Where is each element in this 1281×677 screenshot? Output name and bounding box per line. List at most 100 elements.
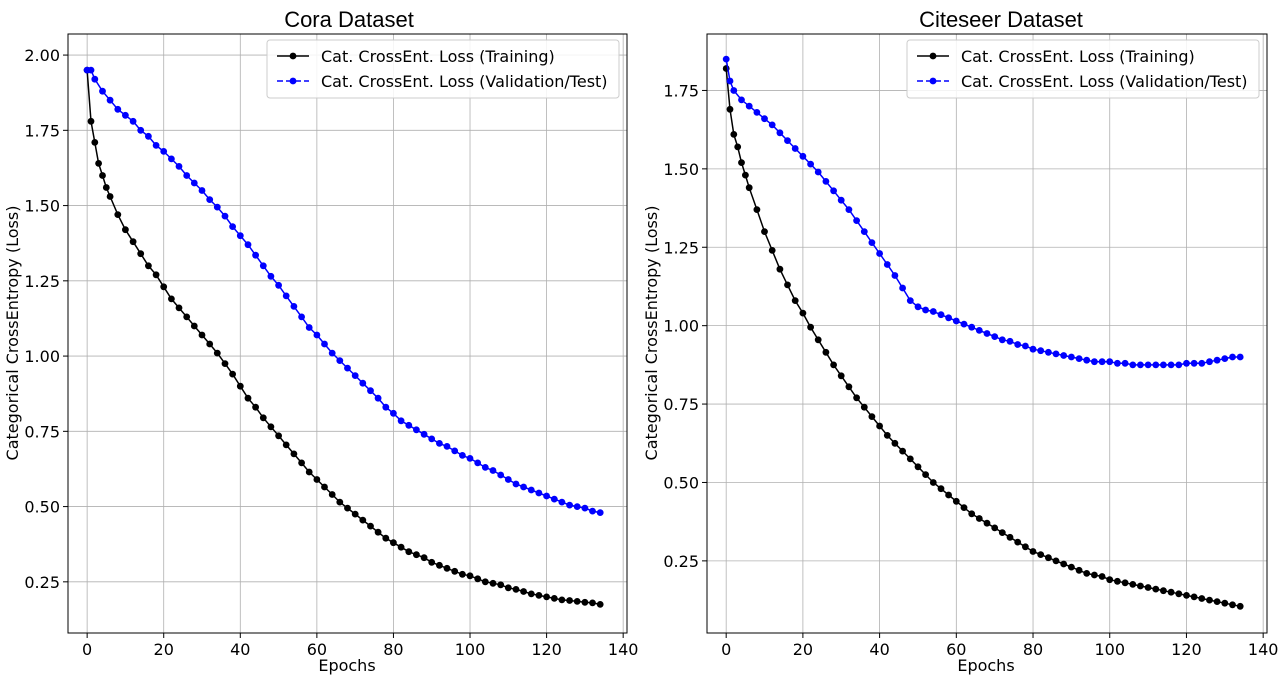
data-point — [937, 311, 945, 319]
x-tick-label: 40 — [230, 640, 250, 659]
data-point — [535, 489, 543, 497]
data-point — [1221, 599, 1229, 607]
data-point — [267, 272, 275, 280]
data-point — [122, 111, 129, 119]
data-point — [229, 370, 237, 378]
data-point — [929, 479, 937, 486]
legend-marker — [289, 77, 297, 85]
data-point — [837, 196, 845, 204]
data-point — [1114, 359, 1121, 367]
data-point — [1206, 596, 1213, 604]
data-point — [1075, 355, 1083, 362]
y-tick-label: 2.00 — [24, 46, 60, 65]
data-point — [1022, 342, 1029, 350]
data-point — [1075, 566, 1083, 574]
data-point — [1045, 348, 1052, 356]
data-point — [152, 271, 160, 279]
data-point — [1190, 593, 1198, 601]
legend: Cat. CrossEnt. Loss (Training) Cat. Cross… — [906, 39, 1260, 99]
data-point — [374, 528, 382, 536]
data-point — [1045, 554, 1052, 562]
data-point — [1213, 356, 1221, 364]
data-point — [814, 168, 822, 176]
data-point — [822, 178, 830, 185]
grid — [68, 34, 627, 633]
data-point — [282, 292, 290, 300]
data-point — [1114, 577, 1121, 585]
data-point — [761, 115, 768, 123]
data-point — [221, 360, 229, 367]
data-point — [87, 117, 95, 125]
data-point — [1206, 358, 1213, 366]
data-point — [137, 126, 145, 134]
data-point — [390, 539, 397, 547]
chart-title: Citeseer Dataset — [919, 7, 1083, 32]
data-point — [459, 570, 466, 578]
data-point — [190, 322, 198, 330]
data-point — [1144, 361, 1152, 369]
data-point — [945, 491, 952, 499]
data-point — [1052, 557, 1060, 565]
data-point — [1167, 361, 1175, 369]
data-point — [359, 516, 367, 524]
data-point — [1152, 585, 1160, 593]
data-point — [336, 357, 344, 364]
data-point — [573, 598, 581, 605]
data-point — [359, 379, 367, 387]
data-point — [1014, 538, 1022, 546]
data-point — [183, 172, 191, 179]
data-point — [168, 155, 175, 163]
x-tick-label: 140 — [1248, 640, 1279, 659]
data-point — [975, 327, 983, 334]
data-point — [1137, 361, 1144, 369]
legend-label: Cat. CrossEnt. Loss (Validation/Test) — [321, 72, 608, 91]
x-tick-label: 120 — [531, 640, 562, 659]
data-point — [213, 349, 221, 357]
series-line — [725, 58, 1241, 366]
data-point — [1106, 358, 1114, 366]
data-point — [791, 145, 799, 152]
data-point — [1098, 358, 1106, 366]
data-point — [420, 554, 428, 562]
y-tick-label: 1.25 — [24, 272, 60, 291]
data-point — [791, 297, 799, 304]
data-point — [275, 432, 282, 440]
data-point — [436, 561, 443, 569]
data-point — [730, 87, 738, 94]
data-point — [413, 426, 420, 434]
data-point — [1236, 353, 1244, 361]
data-point — [799, 152, 807, 160]
data-point — [573, 503, 581, 510]
y-tick-label: 0.75 — [24, 422, 60, 441]
data-point — [960, 504, 968, 511]
data-point — [87, 66, 95, 74]
data-point — [1029, 548, 1037, 555]
plot-frame — [67, 33, 628, 634]
data-point — [305, 324, 313, 331]
data-point — [899, 447, 906, 455]
data-point — [543, 492, 550, 500]
data-point — [190, 179, 198, 187]
data-point — [768, 121, 776, 129]
data-point — [428, 558, 436, 566]
x-tick-label: 0 — [82, 640, 92, 659]
data-point — [1014, 341, 1022, 348]
data-point — [198, 331, 206, 339]
data-point — [497, 581, 505, 589]
data-point — [344, 364, 351, 372]
data-point — [1129, 581, 1137, 588]
data-point — [883, 261, 891, 268]
data-point — [1190, 359, 1198, 367]
data-point — [1221, 355, 1229, 362]
data-point — [1098, 573, 1106, 580]
data-point — [1129, 361, 1137, 369]
data-point — [206, 340, 214, 348]
data-point — [129, 238, 137, 246]
x-tick-label: 120 — [1171, 640, 1202, 659]
data-point — [784, 281, 791, 289]
data-point — [267, 423, 275, 431]
data-point — [137, 250, 145, 258]
data-point — [1060, 352, 1068, 359]
data-point — [734, 143, 742, 151]
chart-citeseer: Citeseer Dataset Epochs Categorical Cros… — [642, 7, 1278, 675]
